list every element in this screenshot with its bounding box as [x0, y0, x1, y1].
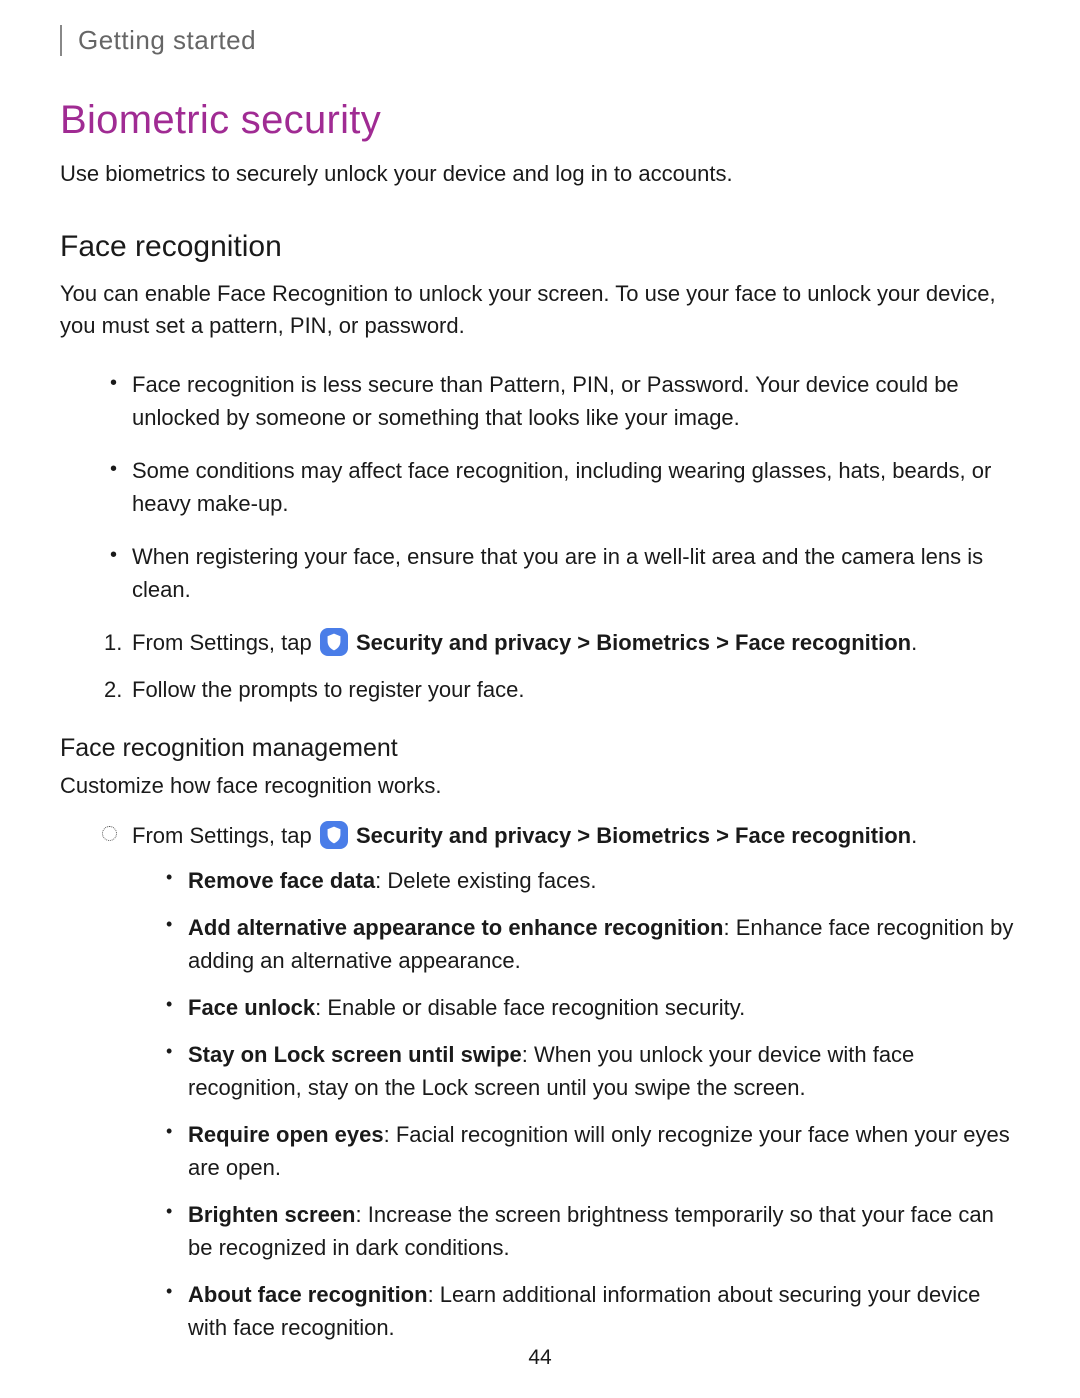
option-bold: Require open eyes	[188, 1122, 384, 1147]
document-page: Getting started Biometric security Use b…	[0, 0, 1080, 1398]
face-recognition-notes: Face recognition is less secure than Pat…	[60, 368, 1020, 606]
instr-bold: Security and privacy > Biometrics > Face…	[356, 823, 911, 848]
option-item: Brighten screen: Increase the screen bri…	[166, 1198, 1020, 1264]
breadcrumb-wrapper: Getting started	[60, 25, 1020, 56]
option-bold: Stay on Lock screen until swipe	[188, 1042, 522, 1067]
step-text: Follow the prompts to register your face…	[132, 677, 525, 702]
page-title: Biometric security	[60, 98, 1020, 143]
subsection-title: Face recognition management	[60, 734, 1020, 763]
list-item: When registering your face, ensure that …	[110, 540, 1020, 606]
management-instruction: From Settings, tap Security and privacy …	[60, 819, 1020, 852]
page-number: 44	[528, 1346, 551, 1370]
management-options: Remove face data: Delete existing faces.…	[60, 864, 1020, 1344]
step-text-bold: Security and privacy > Biometrics > Face…	[356, 630, 911, 655]
subsection-text: Customize how face recognition works.	[60, 773, 1020, 799]
option-text: : Delete existing faces.	[375, 868, 596, 893]
step-2: 2. Follow the prompts to register your f…	[104, 673, 1020, 706]
option-bold: Brighten screen	[188, 1202, 356, 1227]
option-bold: About face recognition	[188, 1282, 428, 1307]
intro-text: Use biometrics to securely unlock your d…	[60, 159, 1020, 190]
option-item: About face recognition: Learn additional…	[166, 1278, 1020, 1344]
option-item: Remove face data: Delete existing faces.	[166, 864, 1020, 897]
instr-prefix: From Settings, tap	[132, 823, 318, 848]
step-text-prefix: From Settings, tap	[132, 630, 318, 655]
option-item: Add alternative appearance to enhance re…	[166, 911, 1020, 977]
shield-icon	[320, 821, 348, 849]
list-item: Face recognition is less secure than Pat…	[110, 368, 1020, 434]
option-bold: Remove face data	[188, 868, 375, 893]
option-text: : Enable or disable face recognition sec…	[315, 995, 745, 1020]
breadcrumb: Getting started	[78, 25, 1020, 56]
section-title-face-recognition: Face recognition	[60, 230, 1020, 264]
option-bold: Face unlock	[188, 995, 315, 1020]
setup-steps: 1. From Settings, tap Security and priva…	[60, 626, 1020, 706]
shield-icon	[320, 628, 348, 656]
step-1: 1. From Settings, tap Security and priva…	[104, 626, 1020, 659]
option-item: Require open eyes: Facial recognition wi…	[166, 1118, 1020, 1184]
circle-bullet-item: From Settings, tap Security and privacy …	[102, 819, 1020, 852]
option-bold: Add alternative appearance to enhance re…	[188, 915, 723, 940]
option-item: Face unlock: Enable or disable face reco…	[166, 991, 1020, 1024]
step-number: 2.	[104, 673, 122, 706]
step-text-suffix: .	[911, 630, 917, 655]
step-number: 1.	[104, 626, 122, 659]
section-text: You can enable Face Recognition to unloc…	[60, 278, 1020, 342]
instr-suffix: .	[911, 823, 917, 848]
list-item: Some conditions may affect face recognit…	[110, 454, 1020, 520]
option-item: Stay on Lock screen until swipe: When yo…	[166, 1038, 1020, 1104]
